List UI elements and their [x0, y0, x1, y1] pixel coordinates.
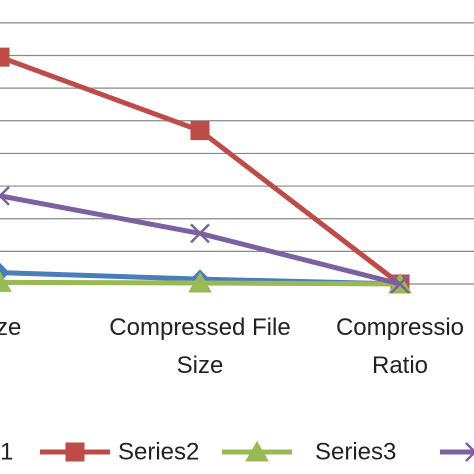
legend-label: Series3 [315, 438, 396, 465]
marker [0, 271, 12, 292]
x-tick-label-box: size [0, 314, 22, 341]
marker [465, 442, 474, 462]
x-tick-label: Compressed File Size [109, 314, 291, 379]
marker [0, 47, 10, 67]
x-tick-label-box: Compressio Ratio [335, 314, 465, 379]
series-line [0, 54, 402, 286]
marker [245, 441, 269, 462]
marker [65, 442, 85, 462]
marker [390, 274, 410, 294]
marker [0, 185, 10, 206]
x-tick-label-box: Compressed File Size [109, 314, 291, 379]
marker [188, 272, 212, 293]
legend-label: Series2 [118, 438, 199, 465]
marker [190, 223, 210, 244]
marker [190, 121, 210, 141]
x-tick-label: size [0, 314, 22, 341]
legend-label: 1 [0, 438, 13, 465]
x-tick-label: Compressio Ratio [335, 314, 465, 379]
